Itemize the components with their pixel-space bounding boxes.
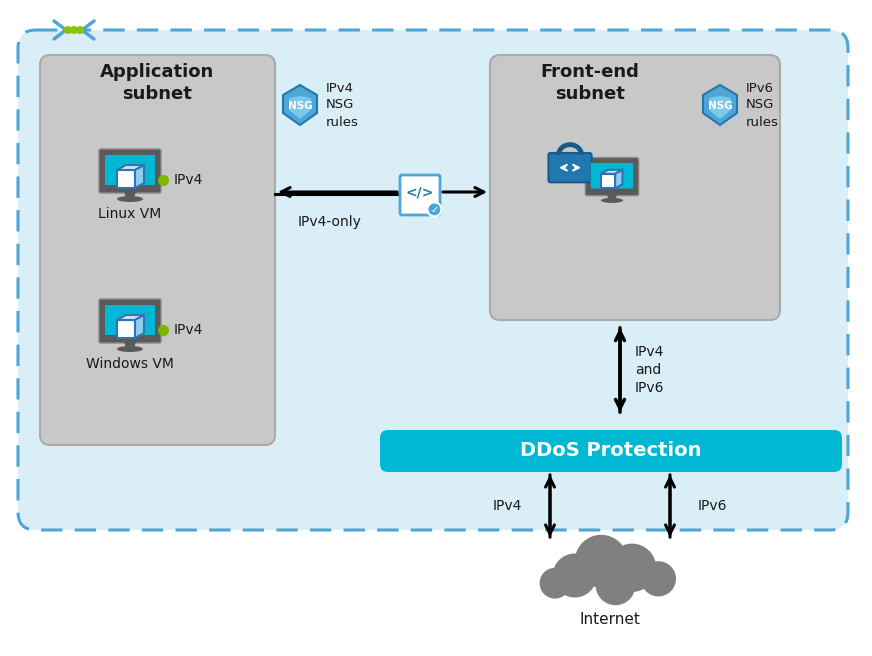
Circle shape [641, 561, 676, 596]
Polygon shape [124, 191, 136, 199]
FancyBboxPatch shape [99, 299, 161, 343]
Circle shape [64, 26, 72, 34]
FancyBboxPatch shape [490, 55, 780, 320]
Polygon shape [117, 315, 144, 320]
FancyBboxPatch shape [18, 30, 848, 530]
FancyBboxPatch shape [380, 430, 842, 472]
Polygon shape [601, 170, 623, 174]
Polygon shape [135, 315, 144, 338]
FancyBboxPatch shape [99, 149, 161, 193]
Text: Internet: Internet [580, 612, 640, 627]
Circle shape [76, 26, 84, 34]
Circle shape [553, 554, 596, 598]
FancyBboxPatch shape [400, 175, 440, 215]
Text: IPv4
NSG
rules: IPv4 NSG rules [326, 81, 359, 129]
Text: IPv4: IPv4 [174, 173, 203, 187]
Text: IPv4-only: IPv4-only [298, 215, 362, 229]
FancyBboxPatch shape [105, 155, 155, 185]
Polygon shape [601, 174, 616, 188]
Polygon shape [124, 341, 136, 349]
Text: Application
subnet: Application subnet [100, 63, 215, 103]
Ellipse shape [117, 346, 143, 352]
Polygon shape [709, 96, 731, 119]
Polygon shape [117, 320, 135, 338]
Polygon shape [283, 85, 317, 125]
Text: Front-end
subnet: Front-end subnet [541, 63, 639, 103]
Text: IPv6
NSG
rules: IPv6 NSG rules [746, 81, 779, 129]
Text: Linux VM: Linux VM [99, 207, 161, 221]
FancyBboxPatch shape [40, 55, 275, 445]
Circle shape [608, 544, 657, 592]
Text: </>: </> [405, 186, 434, 200]
Text: IPv4: IPv4 [493, 499, 522, 513]
Text: NSG: NSG [707, 101, 732, 111]
Polygon shape [289, 96, 311, 119]
Text: Windows VM: Windows VM [86, 357, 174, 371]
Circle shape [70, 26, 78, 34]
Text: ✓: ✓ [431, 205, 439, 215]
Polygon shape [703, 85, 737, 125]
FancyBboxPatch shape [590, 163, 633, 188]
Ellipse shape [601, 198, 623, 203]
Polygon shape [135, 165, 144, 188]
Circle shape [427, 203, 441, 216]
Text: IPv4
and
IPv6: IPv4 and IPv6 [635, 344, 664, 396]
Text: IPv4: IPv4 [174, 323, 203, 337]
Text: NSG: NSG [288, 101, 312, 111]
Polygon shape [117, 170, 135, 188]
Polygon shape [607, 194, 617, 200]
Text: DDoS Protection: DDoS Protection [521, 441, 702, 461]
Polygon shape [117, 165, 144, 170]
Circle shape [540, 568, 570, 599]
Polygon shape [616, 170, 623, 188]
Circle shape [575, 535, 628, 588]
FancyBboxPatch shape [105, 305, 155, 335]
Text: IPv6: IPv6 [698, 499, 727, 513]
Circle shape [596, 565, 636, 605]
Ellipse shape [117, 196, 143, 202]
FancyBboxPatch shape [548, 153, 591, 182]
FancyBboxPatch shape [585, 157, 638, 195]
